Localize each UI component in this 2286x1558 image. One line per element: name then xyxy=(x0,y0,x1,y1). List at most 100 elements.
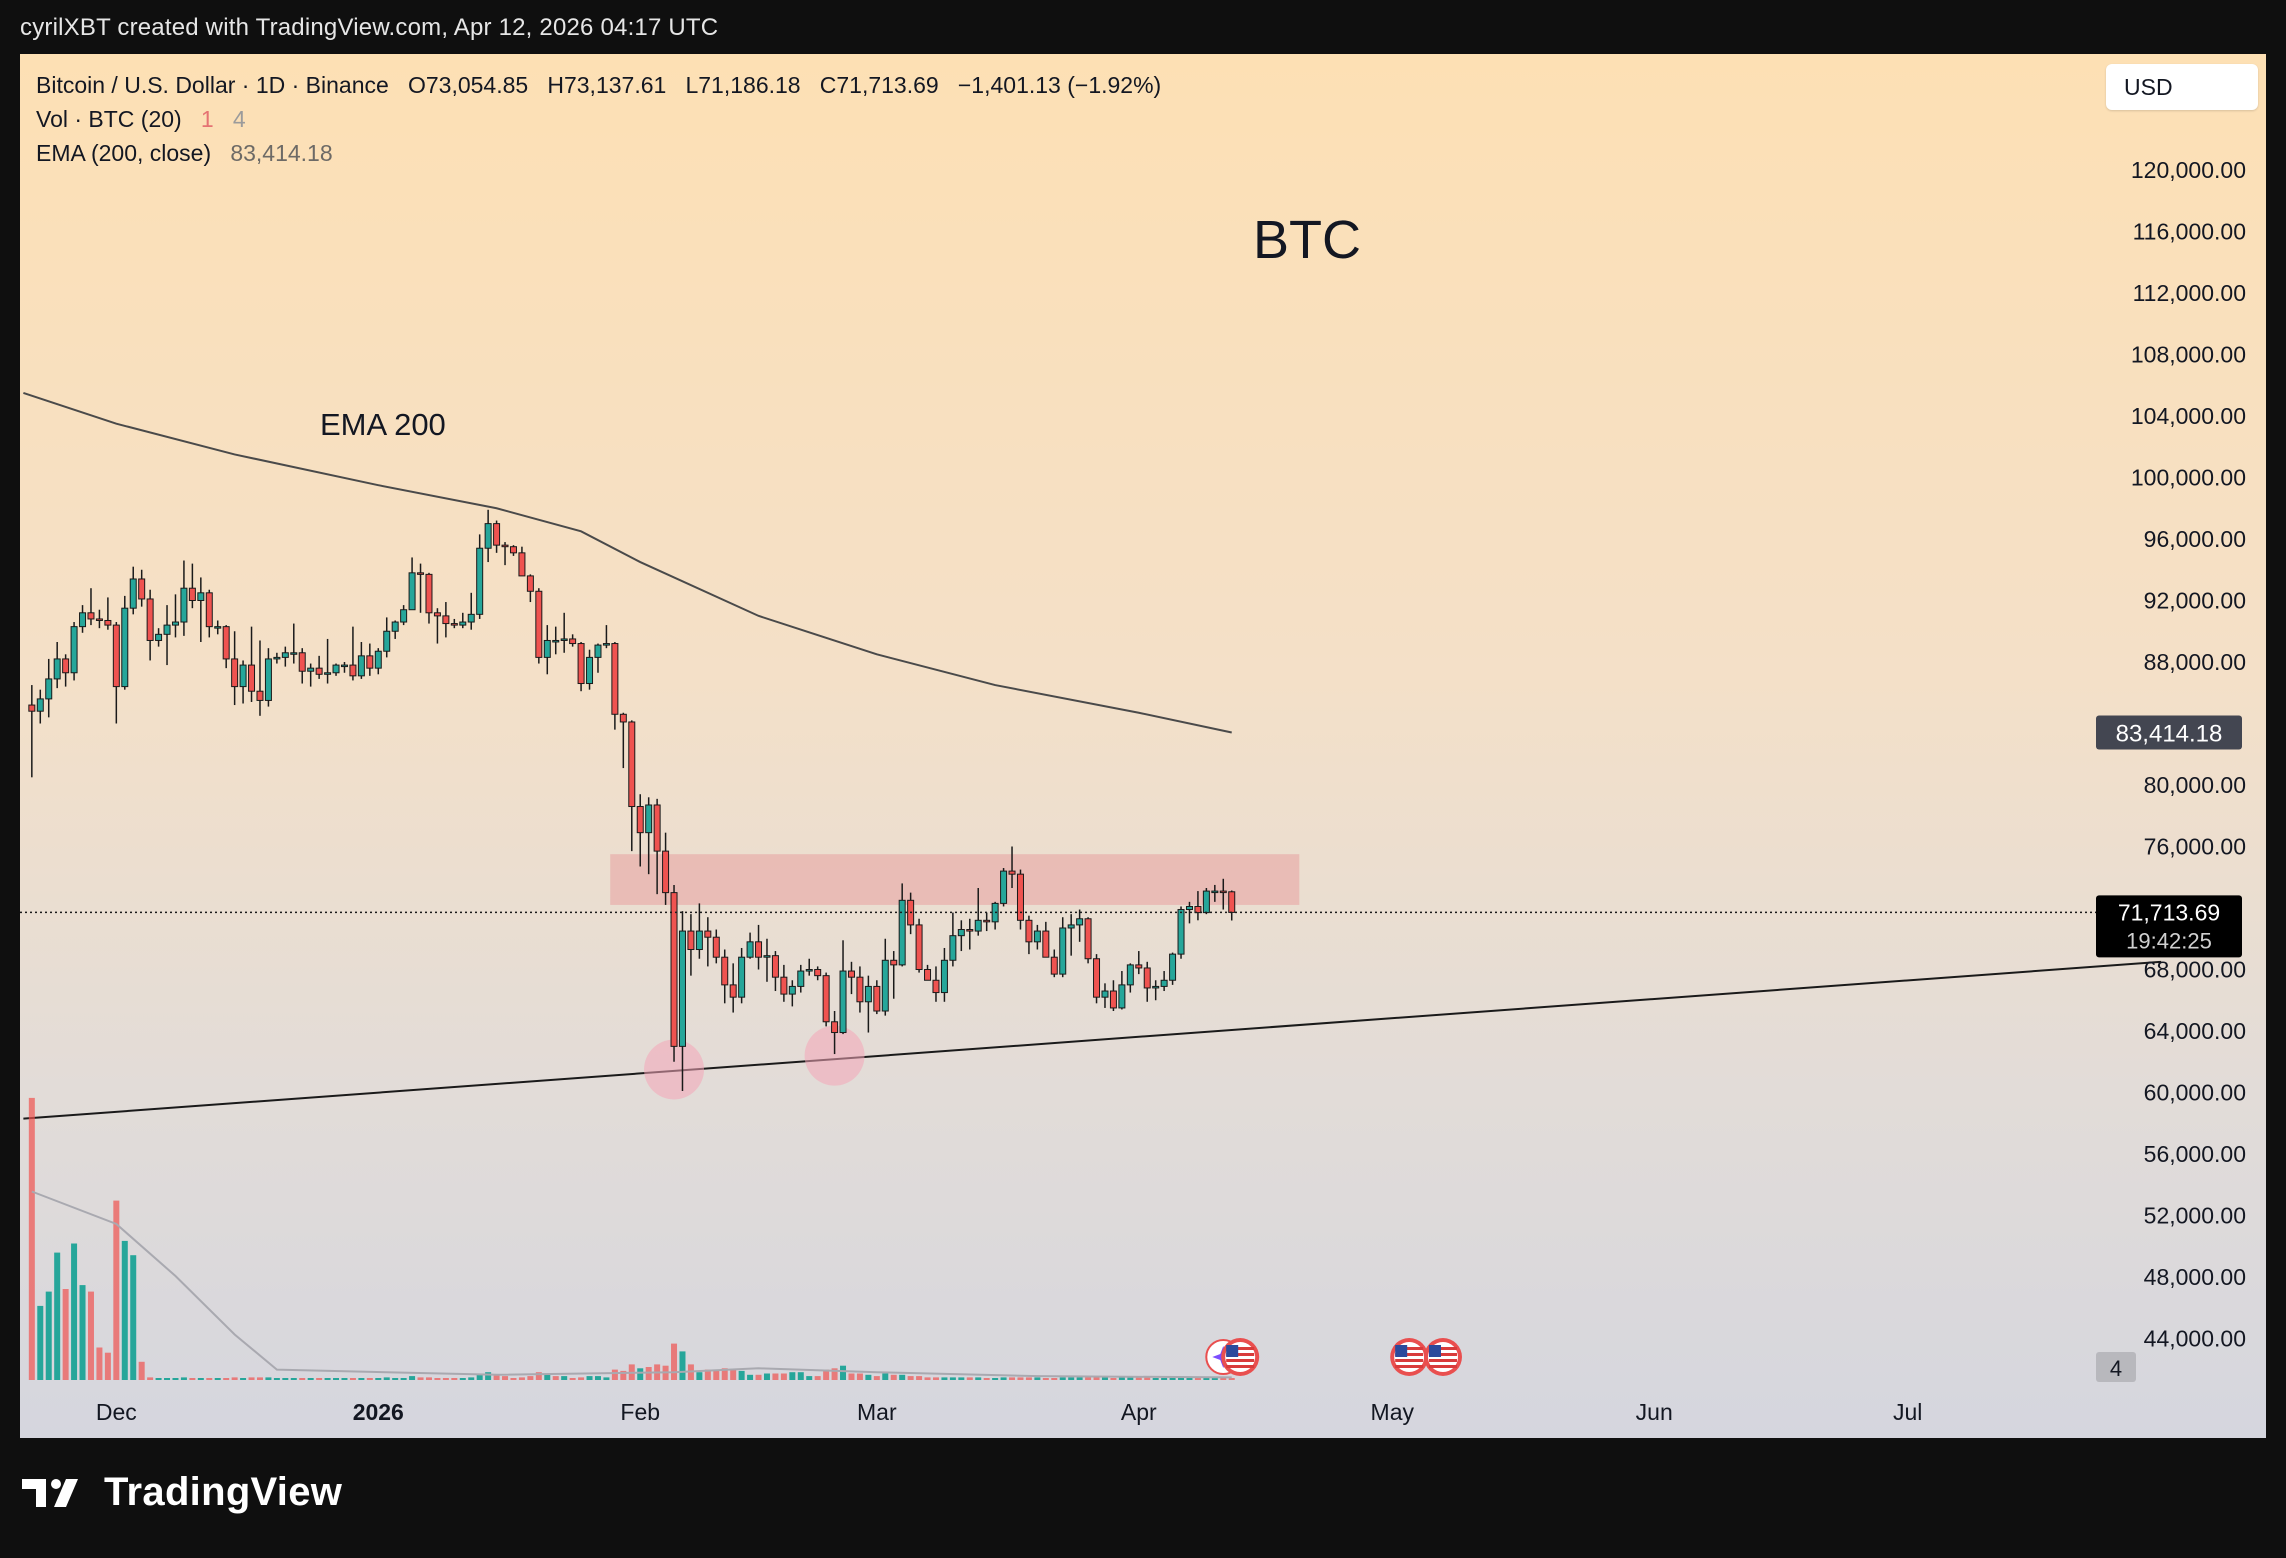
candle[interactable] xyxy=(839,940,847,1035)
ema-200-line[interactable] xyxy=(23,391,1232,734)
candle[interactable] xyxy=(112,622,120,724)
candle[interactable] xyxy=(146,589,154,661)
candle[interactable] xyxy=(1033,924,1041,950)
candle[interactable] xyxy=(231,631,239,706)
candle[interactable] xyxy=(814,966,822,981)
price-chart[interactable]: 120,000.00 116,000.00 112,000.00 108,000.00… xyxy=(20,54,2266,1438)
candle[interactable] xyxy=(476,534,484,619)
candle[interactable] xyxy=(324,638,332,684)
candle[interactable] xyxy=(991,901,999,930)
candle[interactable] xyxy=(450,618,458,629)
candle[interactable] xyxy=(1126,963,1134,993)
candle[interactable] xyxy=(104,597,112,630)
candle[interactable] xyxy=(28,685,36,778)
candle[interactable] xyxy=(771,951,779,992)
candle[interactable] xyxy=(171,594,179,638)
candle[interactable] xyxy=(1076,909,1084,942)
currency-button[interactable]: USD xyxy=(2106,64,2258,110)
candle[interactable] xyxy=(509,545,517,556)
us-flag-icon[interactable] xyxy=(1423,1338,1462,1376)
candle[interactable] xyxy=(222,625,230,669)
candle[interactable] xyxy=(763,938,771,982)
candle[interactable] xyxy=(594,643,602,673)
candle[interactable] xyxy=(155,628,163,647)
candle[interactable] xyxy=(1194,891,1202,921)
candle[interactable] xyxy=(1101,983,1109,1008)
candle[interactable] xyxy=(687,914,695,976)
candle[interactable] xyxy=(831,1011,839,1055)
candle[interactable] xyxy=(780,964,788,1002)
candle[interactable] xyxy=(45,658,53,718)
candle[interactable] xyxy=(62,654,70,687)
candle[interactable] xyxy=(340,662,348,673)
candle[interactable] xyxy=(95,609,103,629)
candle[interactable] xyxy=(678,911,686,1091)
candle[interactable] xyxy=(543,625,551,675)
candle[interactable] xyxy=(1202,888,1210,915)
candle[interactable] xyxy=(442,602,450,638)
candle[interactable] xyxy=(129,566,137,615)
candle[interactable] xyxy=(290,623,298,664)
candle[interactable] xyxy=(281,646,289,667)
candle[interactable] xyxy=(349,626,357,681)
candle[interactable] xyxy=(459,612,467,629)
candle[interactable] xyxy=(805,958,813,976)
candle[interactable] xyxy=(400,605,408,626)
candle[interactable] xyxy=(205,589,213,638)
support-touch-circle-2[interactable] xyxy=(804,1025,865,1086)
candle[interactable] xyxy=(467,592,475,630)
candle[interactable] xyxy=(932,966,940,1002)
candle[interactable] xyxy=(332,663,340,676)
candle[interactable] xyxy=(586,649,594,690)
candle[interactable] xyxy=(704,917,712,967)
candle[interactable] xyxy=(180,560,188,636)
candle[interactable] xyxy=(417,563,425,613)
candle[interactable] xyxy=(70,622,78,681)
candle[interactable] xyxy=(1000,868,1008,907)
candle[interactable] xyxy=(974,888,982,936)
candle[interactable] xyxy=(1160,971,1168,992)
candle[interactable] xyxy=(1016,869,1024,930)
support-trendline[interactable] xyxy=(23,960,2162,1120)
candle[interactable] xyxy=(1219,878,1227,910)
candle[interactable] xyxy=(755,924,763,970)
candle[interactable] xyxy=(256,640,264,716)
candle[interactable] xyxy=(712,929,720,964)
candle[interactable] xyxy=(53,642,61,689)
candle[interactable] xyxy=(374,648,382,675)
candle[interactable] xyxy=(864,975,872,1033)
candle[interactable] xyxy=(357,642,365,679)
chart-title-annotation[interactable]: BTC xyxy=(1253,210,1361,270)
candle[interactable] xyxy=(408,557,416,611)
resistance-zone[interactable] xyxy=(610,854,1300,905)
candle[interactable] xyxy=(847,961,855,995)
candle[interactable] xyxy=(307,663,315,687)
candle[interactable] xyxy=(856,966,864,1013)
candle[interactable] xyxy=(670,884,678,1062)
candle[interactable] xyxy=(214,620,222,635)
candle[interactable] xyxy=(535,588,543,664)
candle[interactable] xyxy=(1109,980,1117,1012)
candle[interactable] xyxy=(619,712,627,769)
candle[interactable] xyxy=(1084,917,1092,964)
candle[interactable] xyxy=(738,947,746,1004)
candle[interactable] xyxy=(383,617,391,658)
candle[interactable] xyxy=(188,563,196,609)
candle[interactable] xyxy=(890,951,898,999)
candle[interactable] xyxy=(239,660,247,704)
candle[interactable] xyxy=(1093,954,1101,1004)
candle[interactable] xyxy=(425,572,433,624)
candle[interactable] xyxy=(636,794,644,867)
candle[interactable] xyxy=(1177,906,1185,959)
candle[interactable] xyxy=(433,608,441,644)
legend-symbol[interactable]: Bitcoin / U.S. Dollar · 1D · Binance xyxy=(36,72,389,98)
candle[interactable] xyxy=(197,577,205,643)
candle[interactable] xyxy=(1118,971,1126,1010)
candle[interactable] xyxy=(881,938,889,1016)
candle[interactable] xyxy=(645,797,653,875)
candle[interactable] xyxy=(577,642,585,692)
candle[interactable] xyxy=(822,972,830,1027)
candle[interactable] xyxy=(560,612,568,653)
candle[interactable] xyxy=(915,918,923,973)
candle[interactable] xyxy=(797,964,805,993)
